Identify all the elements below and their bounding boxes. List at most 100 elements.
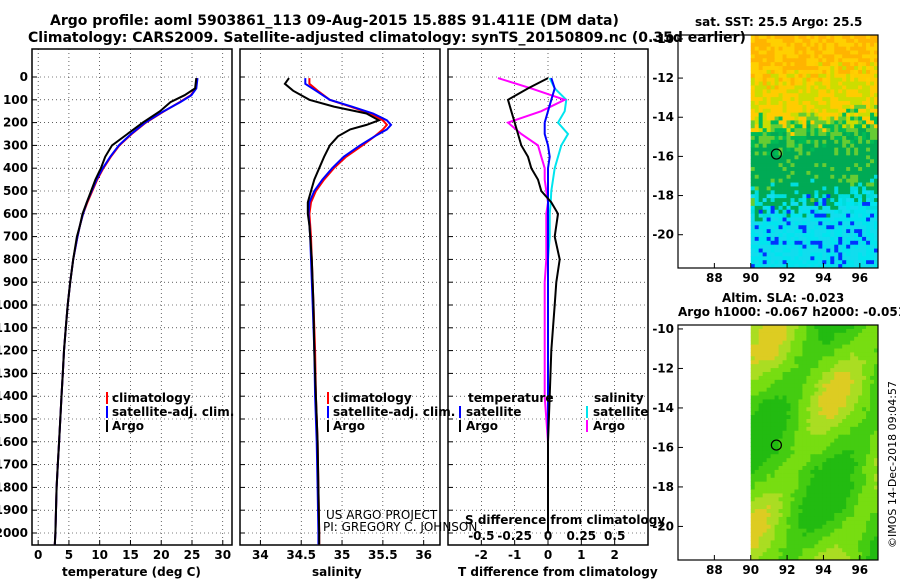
sst-map-cell xyxy=(826,209,831,215)
sst-map-cell xyxy=(874,116,879,121)
sla-map-cell xyxy=(870,509,875,514)
sst-map-cell xyxy=(774,139,779,145)
sst-map-cell xyxy=(870,42,875,48)
sla-map-cell xyxy=(802,372,807,377)
sst-map-cell xyxy=(830,244,835,249)
sla-map-cell xyxy=(762,556,768,561)
sal-xtick-label: 35 xyxy=(334,548,351,562)
sst-map-cell xyxy=(806,155,811,160)
sla-map-cell xyxy=(822,422,827,428)
sla-map-cell xyxy=(766,509,772,514)
sst-map-cell xyxy=(770,35,775,40)
sla-map-cell xyxy=(858,544,863,549)
sst-map-cell xyxy=(802,244,807,249)
sst-map-cell xyxy=(870,167,875,172)
sla-map-cell xyxy=(774,442,779,447)
sla-map-cell xyxy=(850,556,855,561)
sla-map-cell xyxy=(818,415,823,420)
sla-map-cell xyxy=(778,493,783,498)
sla-map-cell xyxy=(842,383,847,389)
sst-map-cell xyxy=(826,178,831,183)
sst-map-cell xyxy=(814,135,819,141)
sla-map-cell xyxy=(814,375,819,381)
sla-map-cell xyxy=(750,368,756,373)
sst-map-cell xyxy=(822,167,827,172)
sst-map-cell xyxy=(822,112,827,117)
sst-map-cell xyxy=(794,256,799,261)
sst-map-cell xyxy=(854,182,859,187)
sst-map-cell xyxy=(822,163,827,168)
sla-map-cell xyxy=(794,497,799,502)
sla-map-cell xyxy=(862,399,867,404)
sst-map-cell xyxy=(794,217,799,222)
sst-map-cell xyxy=(774,104,779,110)
sst-map-cell xyxy=(826,97,831,102)
sla-map-cell xyxy=(770,364,775,369)
sla-map-cell xyxy=(806,485,811,490)
sla-map-cell xyxy=(834,407,839,412)
sla-map-cell xyxy=(766,536,772,541)
sla-map-cell xyxy=(782,415,787,420)
sla-map-cell xyxy=(870,403,875,408)
sst-map-cell xyxy=(854,128,859,133)
sla-map-cell xyxy=(838,328,843,334)
sst-map-cell xyxy=(798,225,803,230)
sla-map-cell xyxy=(826,481,831,486)
sst-map-cell xyxy=(794,252,799,257)
sst-map-cell xyxy=(826,120,831,125)
sla-map-cell xyxy=(822,462,827,467)
sla-map-cell xyxy=(870,426,875,432)
sst-map-cell xyxy=(866,69,871,75)
sla-map-cell xyxy=(778,348,783,353)
sla-map-cell xyxy=(810,360,815,365)
sla-map-cell xyxy=(774,544,779,549)
sla-map-cell xyxy=(754,485,760,490)
sst-map-cell xyxy=(782,163,787,168)
sst-map-cell xyxy=(854,264,859,269)
sst-map-cell xyxy=(798,178,803,183)
sla-map-cell xyxy=(814,485,819,490)
sst-map-cell xyxy=(814,112,819,117)
sst-map-cell xyxy=(758,190,764,195)
sst-map-cell xyxy=(822,139,827,145)
sst-map-cell xyxy=(790,225,795,230)
sst-float-marker xyxy=(770,148,782,160)
sst-map-cell xyxy=(766,174,772,180)
sla-map-cell xyxy=(790,438,795,443)
sla-map-cell xyxy=(830,548,835,553)
sla-map-cell xyxy=(818,426,823,432)
sst-map-cell xyxy=(846,260,851,265)
sla-map-cell xyxy=(806,532,811,537)
sst-map-cell xyxy=(818,233,823,238)
sla-map-cell xyxy=(778,407,783,412)
sla-map-cell xyxy=(758,473,764,479)
sla-map-cell xyxy=(798,520,803,526)
sst-map-cell xyxy=(786,104,791,110)
sla-map-cell xyxy=(774,536,779,541)
sla-map-cell xyxy=(794,340,799,345)
sla-map-cell xyxy=(846,340,851,345)
sst-map-cell xyxy=(834,213,839,218)
sst-map-cell xyxy=(818,260,823,265)
sla-map-cell xyxy=(750,536,756,541)
sla-map-cell xyxy=(874,411,879,416)
sst-map-cell xyxy=(830,69,835,75)
sla-map-cell xyxy=(830,422,835,428)
sst-map-cell xyxy=(778,213,783,218)
sst-map-cell xyxy=(778,81,783,86)
sla-map-cell xyxy=(774,489,779,494)
sst-map-cell xyxy=(750,58,756,63)
sla-map-cell xyxy=(838,516,843,522)
sst-map-cell xyxy=(758,62,764,67)
sst-map-cell xyxy=(866,229,871,234)
sla-map-cell xyxy=(818,469,823,475)
sla-map-cell xyxy=(846,497,851,502)
sst-map-cell xyxy=(806,93,811,98)
sla-map-cell xyxy=(874,407,879,412)
sla-map-cell xyxy=(770,383,775,389)
sst-map-cell xyxy=(782,151,787,156)
sst-map-cell xyxy=(786,108,791,114)
sst-map-cell xyxy=(814,201,819,207)
sst-map-cell xyxy=(870,120,875,125)
sla-map-cell xyxy=(870,469,875,475)
